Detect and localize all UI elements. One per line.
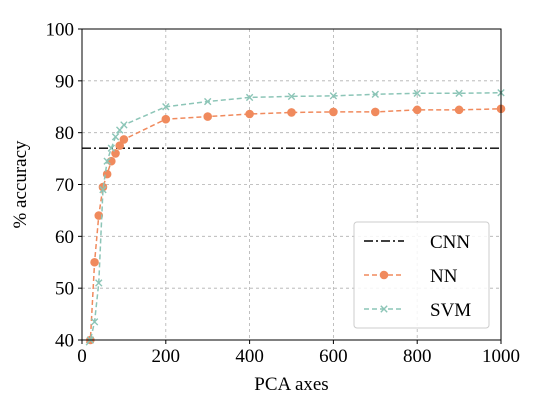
y-tick-label: 40: [55, 331, 74, 352]
svm-point-stroke: [413, 89, 421, 97]
svm-point: [111, 133, 120, 141]
svm-point: [287, 92, 296, 101]
legend-marker-svm: [380, 305, 388, 313]
x-tick-label: 600: [319, 346, 348, 367]
legend-entry-cnn: CNN: [364, 232, 470, 253]
svm-point: [116, 126, 124, 134]
svm-point: [95, 279, 103, 287]
nn-point: [454, 105, 464, 115]
y-tick-label: 50: [55, 279, 74, 300]
svm-point: [245, 93, 254, 102]
svm-point: [90, 318, 99, 326]
nn-point: [371, 107, 380, 117]
legend-box: [353, 221, 490, 329]
svm-point-stroke: [95, 279, 103, 287]
x-tick-label: 1000: [482, 346, 520, 367]
nn-point: [119, 135, 129, 144]
legend-label-svm: SVM: [430, 300, 471, 321]
svm-point-stroke: [204, 97, 212, 106]
svm-point-stroke: [116, 126, 124, 134]
nn-point: [90, 257, 99, 267]
legend-marker-nn: [379, 270, 389, 280]
svm-point-stroke: [107, 144, 116, 152]
svm-point: [329, 92, 338, 100]
legend-entry-svm: SVM: [364, 300, 471, 321]
legend-marker-svm-stroke: [380, 305, 388, 313]
y-tick-label: 90: [55, 71, 74, 92]
y-tick-label: 80: [55, 123, 74, 144]
legend-entry-nn: NN: [364, 266, 458, 287]
y-tick-label: 70: [55, 175, 74, 196]
nn-point: [107, 156, 116, 166]
y-tick-label: 60: [55, 227, 74, 248]
nn-point: [115, 141, 125, 150]
x-tick-label: 400: [235, 346, 264, 367]
y-axis: 40 50 60 70 80 90 100: [46, 20, 82, 352]
nn-point: [412, 105, 422, 115]
x-axis-label: PCA axes: [254, 374, 328, 395]
y-tick-label: 100: [46, 20, 75, 41]
svm-point-stroke: [111, 133, 120, 141]
y-axis-label: % accuracy: [10, 140, 31, 229]
series-layer: [82, 89, 506, 346]
x-tick-label: 200: [152, 346, 181, 367]
nn-point: [94, 211, 104, 220]
svm-point-stroke: [329, 92, 338, 100]
svm-point: [204, 97, 212, 106]
nn-point: [203, 112, 212, 121]
nn-point: [111, 149, 120, 158]
legend-label-cnn: CNN: [430, 232, 470, 253]
x-axis: 0 200 400 600 800 1000: [77, 340, 520, 367]
nn-point: [329, 107, 338, 117]
svm-point-stroke: [455, 89, 463, 97]
svm-point-stroke: [162, 103, 170, 111]
svm-point-stroke: [99, 185, 107, 194]
svm-point: [107, 144, 116, 152]
legend-label-nn: NN: [430, 266, 458, 287]
svm-point: [99, 185, 107, 194]
nn-point: [161, 114, 171, 124]
nn-point: [287, 108, 296, 117]
svm-point: [413, 89, 421, 97]
svm-point-stroke: [245, 93, 254, 102]
svm-point-stroke: [90, 318, 99, 326]
svm-point: [371, 90, 379, 99]
svm-point-stroke: [103, 157, 111, 165]
legend: CNN NN SVM: [353, 221, 490, 329]
svm-point: [103, 157, 111, 165]
svm-point-stroke: [371, 90, 379, 99]
svm-point: [120, 121, 128, 129]
svm-point: [455, 89, 463, 97]
svm-point: [162, 103, 170, 111]
svm-point-stroke: [287, 92, 296, 101]
x-tick-label: 0: [77, 346, 87, 367]
nn-point: [245, 109, 254, 119]
svm-point-stroke: [120, 121, 128, 129]
x-tick-label: 800: [403, 346, 432, 367]
